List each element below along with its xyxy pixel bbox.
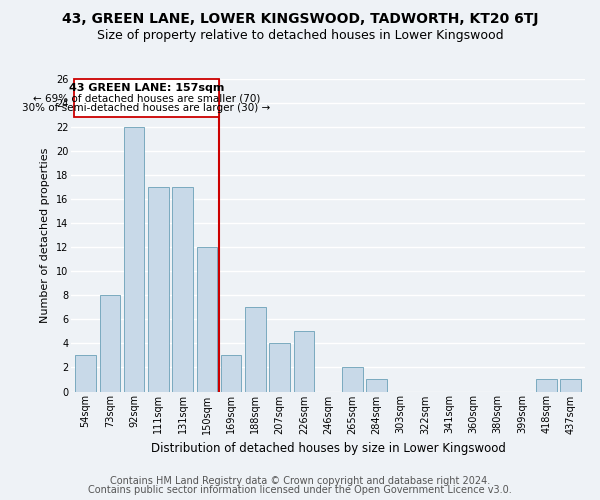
Text: 43, GREEN LANE, LOWER KINGSWOOD, TADWORTH, KT20 6TJ: 43, GREEN LANE, LOWER KINGSWOOD, TADWORT… xyxy=(62,12,538,26)
Bar xyxy=(269,344,290,392)
Text: Size of property relative to detached houses in Lower Kingswood: Size of property relative to detached ho… xyxy=(97,28,503,42)
Bar xyxy=(76,356,96,392)
Bar xyxy=(245,308,266,392)
Bar xyxy=(293,332,314,392)
Bar xyxy=(560,380,581,392)
Text: Contains public sector information licensed under the Open Government Licence v3: Contains public sector information licen… xyxy=(88,485,512,495)
Bar xyxy=(342,368,362,392)
Bar xyxy=(124,127,145,392)
Bar xyxy=(148,187,169,392)
FancyBboxPatch shape xyxy=(74,79,219,118)
Text: Contains HM Land Registry data © Crown copyright and database right 2024.: Contains HM Land Registry data © Crown c… xyxy=(110,476,490,486)
Bar xyxy=(536,380,557,392)
X-axis label: Distribution of detached houses by size in Lower Kingswood: Distribution of detached houses by size … xyxy=(151,442,506,455)
Text: 30% of semi-detached houses are larger (30) →: 30% of semi-detached houses are larger (… xyxy=(22,103,271,113)
Bar xyxy=(197,248,217,392)
Text: ← 69% of detached houses are smaller (70): ← 69% of detached houses are smaller (70… xyxy=(32,94,260,104)
Bar xyxy=(366,380,387,392)
Bar xyxy=(100,296,120,392)
Y-axis label: Number of detached properties: Number of detached properties xyxy=(40,148,50,323)
Bar xyxy=(172,187,193,392)
Bar xyxy=(221,356,241,392)
Text: 43 GREEN LANE: 157sqm: 43 GREEN LANE: 157sqm xyxy=(68,83,224,93)
